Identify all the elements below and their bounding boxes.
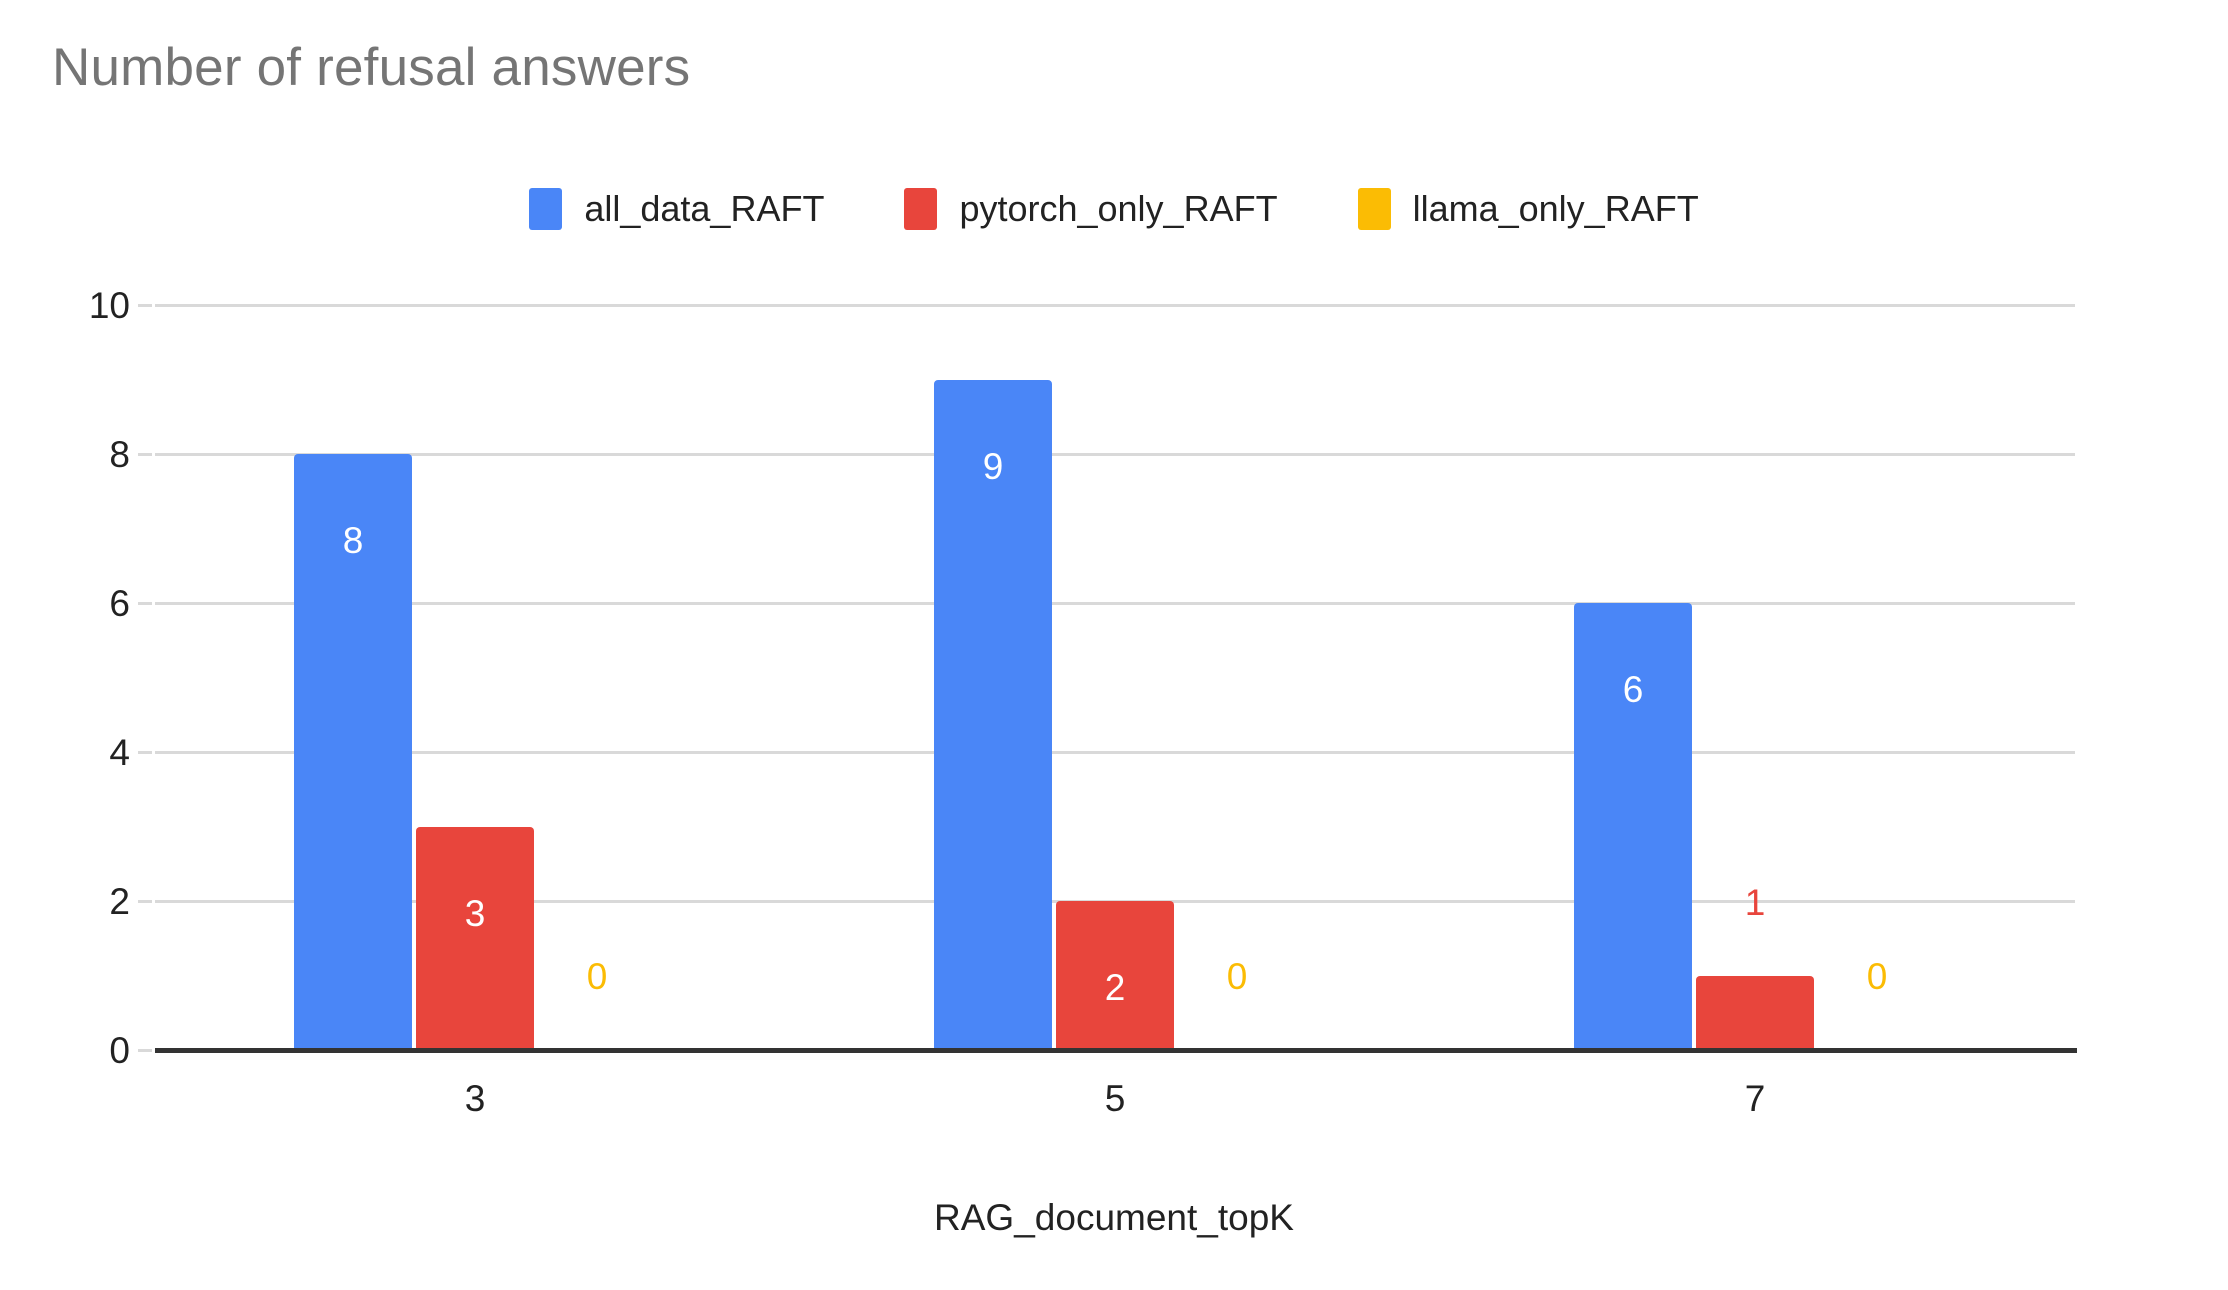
legend-item-llama-only-raft[interactable]: llama_only_RAFT xyxy=(1357,188,1699,230)
bar-slot: 8 xyxy=(294,305,412,1050)
bar-slot: 0 xyxy=(1818,305,1936,1050)
legend-swatch-icon-pytorch-only-raft xyxy=(904,188,938,230)
bar-slot: 6 xyxy=(1574,305,1692,1050)
bar-group: 8 3 0 xyxy=(155,305,795,1050)
y-axis-tick-mark xyxy=(138,751,152,754)
y-axis-tick-label: 4 xyxy=(109,732,130,773)
bar-value-label: 2 xyxy=(1104,967,1126,1008)
y-axis-tick-mark xyxy=(138,304,152,307)
legend-label-all-data-raft: all_data_RAFT xyxy=(584,188,825,229)
y-axis-tick-mark xyxy=(138,602,152,605)
y-axis-tick-mark xyxy=(138,1049,152,1052)
x-axis-tick-label: 5 xyxy=(1104,1078,1126,1119)
legend-label-pytorch-only-raft: pytorch_only_RAFT xyxy=(959,188,1278,229)
legend-swatch-icon-all-data-raft xyxy=(529,188,563,230)
bar[interactable] xyxy=(1056,901,1174,1050)
y-axis-tick-mark xyxy=(138,453,152,456)
chart-legend: all_data_RAFT pytorch_only_RAFT llama_on… xyxy=(0,185,2228,233)
bar-group: 9 2 0 xyxy=(795,305,1435,1050)
bar-slot: 9 xyxy=(934,305,1052,1050)
y-axis-tick-label: 10 xyxy=(88,285,130,326)
legend-item-all-data-raft[interactable]: all_data_RAFT xyxy=(529,188,824,230)
x-axis-baseline xyxy=(155,1048,2077,1053)
chart-title: Number of refusal answers xyxy=(52,38,691,97)
bar-group: 6 1 0 xyxy=(1435,305,2075,1050)
gridline xyxy=(155,453,2075,456)
bar-slot: 0 xyxy=(1178,305,1296,1050)
gridline xyxy=(155,304,2075,307)
bar-slot: 1 xyxy=(1696,305,1814,1050)
x-axis-tick-label: 7 xyxy=(1744,1078,1766,1119)
gridline xyxy=(155,751,2075,754)
y-axis-tick-label: 6 xyxy=(109,583,130,624)
legend-label-llama-only-raft: llama_only_RAFT xyxy=(1412,188,1699,229)
bar-value-label: 0 xyxy=(1226,956,1248,997)
x-axis-title: RAG_document_topK xyxy=(934,1197,1294,1238)
bar-slot: 3 xyxy=(416,305,534,1050)
bar[interactable] xyxy=(1574,603,1692,1050)
x-axis-tick-label: 3 xyxy=(464,1078,486,1119)
y-axis-tick-label: 0 xyxy=(109,1030,130,1071)
bar-value-label: 0 xyxy=(586,956,608,997)
bar[interactable] xyxy=(934,379,1052,1050)
y-axis-tick-label: 8 xyxy=(109,434,130,475)
bar-slot: 0 xyxy=(538,305,656,1050)
y-axis-tick-mark xyxy=(138,900,152,903)
bar-value-label: 3 xyxy=(464,892,486,934)
bar-value-label: 6 xyxy=(1622,669,1644,710)
bar-value-label: 9 xyxy=(982,445,1004,487)
bar-value-label: 8 xyxy=(342,520,364,561)
legend-item-pytorch-only-raft[interactable]: pytorch_only_RAFT xyxy=(904,188,1278,230)
gridline xyxy=(155,602,2075,605)
bar-value-label: 1 xyxy=(1744,881,1766,923)
legend-swatch-icon-llama-only-raft xyxy=(1357,188,1391,230)
bar-slot: 2 xyxy=(1056,305,1174,1050)
plot-area: 8 3 0 9 2 0 6 1 0 xyxy=(155,304,2075,1050)
bar[interactable] xyxy=(416,826,534,1050)
y-axis-tick-label: 2 xyxy=(109,881,130,922)
bar[interactable] xyxy=(1696,975,1814,1050)
bar[interactable] xyxy=(294,454,412,1050)
bar-value-label: 0 xyxy=(1866,956,1888,997)
